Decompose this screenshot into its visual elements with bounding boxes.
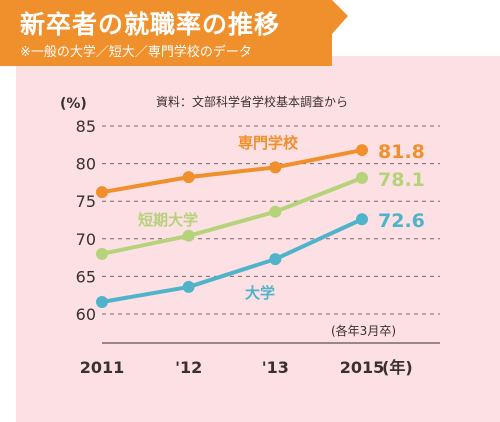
- data-point: [182, 280, 195, 293]
- data-point: [182, 171, 195, 184]
- y-tick-label: 65: [76, 267, 96, 286]
- x-tick-label: '13: [262, 358, 289, 377]
- end-value-label: 81.8: [378, 141, 425, 163]
- data-point: [356, 171, 368, 184]
- banner-shape: [0, 0, 348, 66]
- series-line: [100, 175, 364, 256]
- data-point: [96, 186, 108, 199]
- y-tick-label: 60: [76, 305, 96, 324]
- y-unit-label: (%): [60, 96, 87, 112]
- title-banner: 新卒者の就職率の推移 ※一般の大学／短大／専門学校のデータ: [0, 0, 350, 68]
- series-layer: [96, 144, 368, 308]
- axis-layer: 85 80 75 70 65 60 (%) 資料：文部科学省学校基本調査から (各年3月卒) 20…: [60, 94, 440, 377]
- data-point: [269, 161, 282, 174]
- series-name-label: 短期大学: [138, 211, 198, 229]
- data-point: [96, 247, 108, 260]
- data-point: [269, 205, 282, 218]
- series-name-label: 大学: [245, 284, 275, 302]
- y-tick-label: 80: [76, 155, 96, 174]
- line-chart: 85 80 75 70 65 60 (%) 資料：文部科学省学校基本調査から (各年3月卒) 20…: [40, 88, 460, 388]
- data-point: [182, 229, 195, 242]
- series-line: [100, 148, 364, 195]
- page-title: 新卒者の就職率の推移: [20, 10, 281, 39]
- source-note: 資料：文部科学省学校基本調査から: [156, 94, 348, 109]
- x-unit-label: (年): [382, 358, 413, 377]
- y-tick-label: 85: [76, 117, 96, 136]
- series-name-label: 専門学校: [238, 134, 299, 152]
- x-note: (各年3月卒): [331, 323, 396, 338]
- series-line: [100, 217, 364, 304]
- data-point: [96, 295, 108, 308]
- x-tick-label: 2011: [80, 358, 125, 377]
- page-subtitle: ※一般の大学／短大／専門学校のデータ: [20, 45, 252, 60]
- label-layer: 81.8 専門学校 78.1 短期大学 72.6 大学: [138, 134, 425, 302]
- end-value-label: 72.6: [378, 210, 425, 232]
- chart-svg: 85 80 75 70 65 60 (%) 資料：文部科学省学校基本調査から (各年3月卒) 20…: [60, 94, 440, 377]
- data-point: [269, 253, 282, 266]
- x-tick-label: 2015: [340, 358, 385, 377]
- y-tick-label: 75: [76, 192, 96, 211]
- end-value-label: 78.1: [378, 169, 425, 191]
- data-point: [356, 144, 368, 157]
- y-tick-label: 70: [76, 230, 96, 249]
- data-point: [356, 213, 368, 226]
- x-tick-label: '12: [175, 358, 202, 377]
